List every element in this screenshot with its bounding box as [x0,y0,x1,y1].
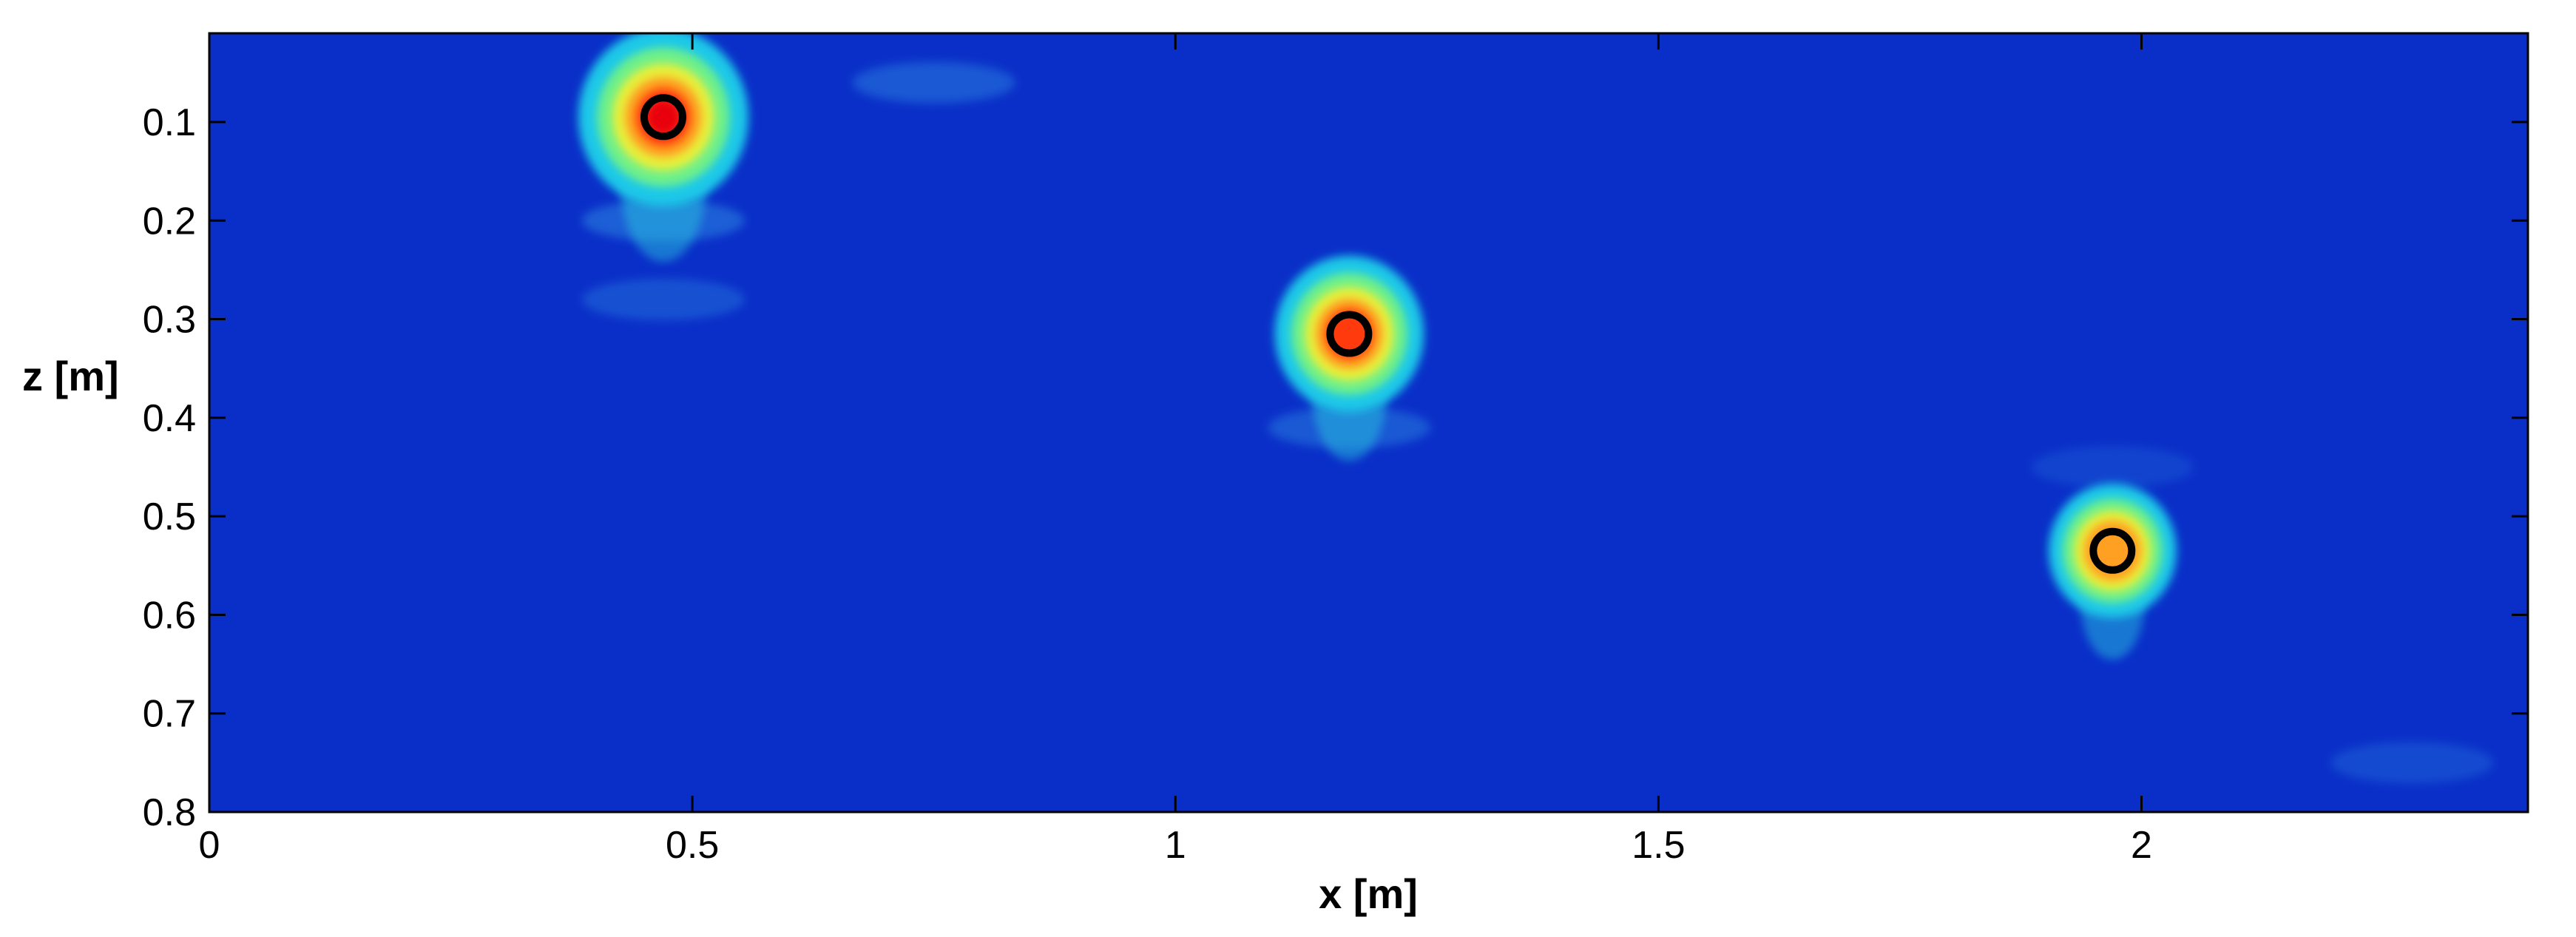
faint-feature-1 [581,278,745,320]
detection-marker-1 [1326,311,1373,357]
y-tick-label: 0.2 [143,200,196,243]
y-tick-label: 0.4 [143,397,196,440]
y-tick-label: 0.6 [143,594,196,637]
y-tick-label: 0.8 [143,791,196,834]
y-axis-ticks: 0.1 0.2 0.3 0.4 0.5 0.6 0.7 0.8 [143,101,2528,834]
faint-feature-3 [852,61,1015,104]
y-tick-label: 0.3 [143,299,196,342]
x-axis-ticks: 0 0.5 1 1.5 2 [199,33,2152,867]
x-axis-label: x [m] [1319,870,1418,917]
hotspot-2 [2048,483,2177,660]
y-tick-label: 0.7 [143,693,196,736]
x-tick-label: 0 [199,824,220,867]
plot-frame [208,32,2529,813]
x-tick-label: 1 [1165,824,1186,867]
detection-marker-0 [640,94,686,141]
y-axis-label: z [m] [22,353,119,399]
detection-marker-2 [2089,527,2136,574]
hotspot-1 [1274,255,1424,461]
x-tick-label: 0.5 [666,824,719,867]
x-tick-label: 1.5 [1632,824,1685,867]
faint-feature-5 [2330,742,2494,784]
faint-feature-4 [2031,446,2194,488]
x-tick-label: 2 [2131,824,2152,867]
hotspot-ring-0-5 [646,99,680,135]
y-tick-label: 0.1 [143,101,196,144]
y-tick-label: 0.5 [143,495,196,538]
marker-layer [640,94,2136,574]
